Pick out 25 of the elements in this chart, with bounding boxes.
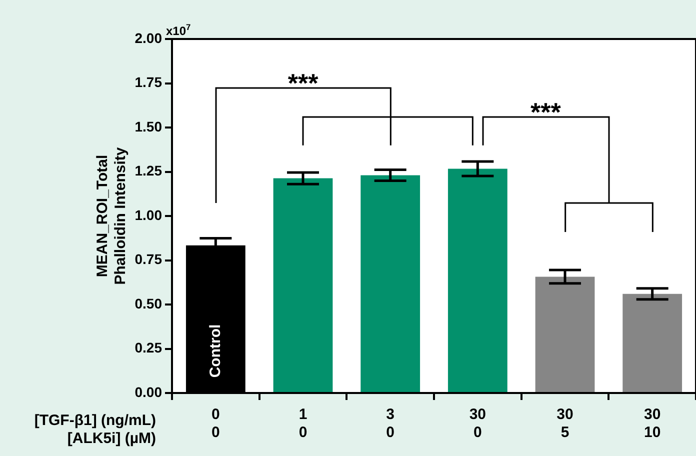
x-tick-label: 30 5 [556,406,574,442]
bar [448,168,508,392]
x-tick-label: 30 0 [469,406,486,442]
y-tick-label: 1.00 [134,206,162,223]
bar [360,175,420,392]
annotation: Control [206,324,224,378]
bar [535,276,595,392]
y-tick-label: 1.75 [134,74,162,90]
y-tick-label: 1.50 [134,118,162,134]
bar [273,178,333,392]
y-tick-label: 0.50 [134,295,162,312]
annotation: *** [288,68,320,98]
y-tick-label: 0.00 [134,384,162,400]
annotation: *** [530,96,562,127]
y-tick-label: 0.25 [134,340,162,356]
y-tick-label: 1.25 [134,162,162,179]
y-axis-title: MEAN_ROI_Total Phalloidin Intensity [94,146,130,285]
x-tick-label: 1 0 [298,406,308,442]
y-tick-label: 2.00 [134,30,162,46]
x-axis-title: [TGF-β1] (ng/mL) [ALK5i] (µM) [34,412,156,448]
x-tick-label: 0 0 [211,406,220,442]
x-tick-label: 30 10 [644,406,661,442]
y-tick-label: 0.75 [134,251,162,268]
x-tick-label: 3 0 [386,406,395,442]
bar [622,294,682,392]
